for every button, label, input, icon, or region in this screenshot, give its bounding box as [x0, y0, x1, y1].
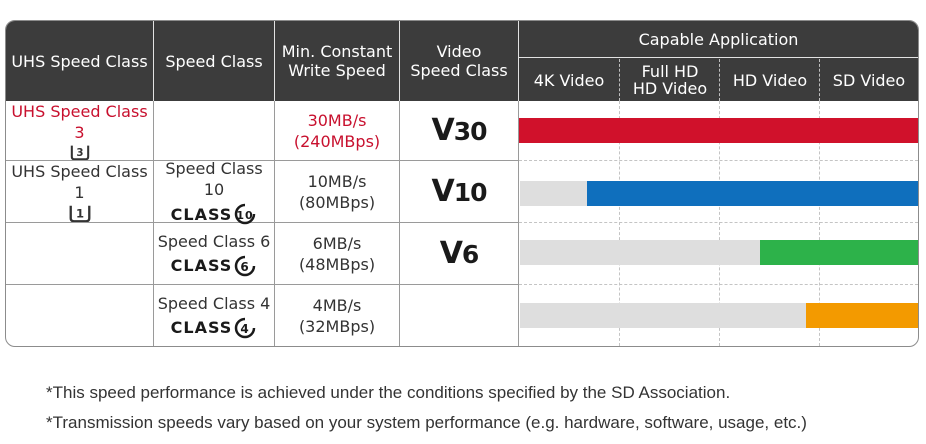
speed-class-cell: Speed Class 10 CLASS 10	[154, 159, 274, 225]
header-app-fullhd-line2: HD Video	[632, 79, 708, 98]
header-divider	[274, 21, 275, 101]
header-capable-application: Capable Application	[638, 29, 799, 49]
class-6-logo: CLASS 6	[171, 255, 258, 277]
footnote-transmission: *Transmission speeds vary based on your …	[46, 413, 807, 432]
footnote-conditions: *This speed performance is achieved unde…	[46, 383, 731, 402]
speed-class-cell: Speed Class 4 CLASS 4	[154, 285, 274, 346]
row-divider	[6, 222, 518, 223]
chart-grid-line	[619, 101, 620, 346]
chart-grid-line	[519, 284, 918, 285]
row-divider	[6, 284, 518, 285]
header-video-line2: Speed Class	[410, 61, 508, 80]
header-min-write-line1: Min. Constant	[281, 42, 393, 61]
column-divider	[274, 101, 275, 346]
speed-class-cell: Speed Class 6 CLASS 6	[154, 223, 274, 284]
header-dash-divider	[719, 59, 720, 101]
write-speed-cell: 4MB/s (32MBps)	[275, 285, 399, 346]
uhs-class-label: UHS Speed Class 1	[11, 162, 148, 202]
svg-text:4: 4	[241, 322, 250, 336]
application-bar-track	[520, 181, 590, 206]
speed-class-label: Speed Class 6	[157, 231, 271, 251]
video-class-v30-logo: V30	[431, 112, 487, 148]
header-video-speed-class: Video Speed Class	[400, 21, 518, 101]
write-speed-mbps: (80MBps)	[298, 192, 376, 212]
speed-class-label: Speed Class 4	[157, 293, 271, 313]
chart-grid-line	[519, 222, 918, 223]
write-speed-mbps: (32MBps)	[298, 316, 376, 336]
header-app-fullhd-line1: Full HD	[641, 62, 699, 81]
header-min-write-speed: Min. Constant Write Speed	[275, 21, 399, 101]
class-4-logo: CLASS 4	[171, 317, 258, 339]
svg-text:3: 3	[76, 148, 83, 159]
write-speed-mbs: 30MB/s	[307, 110, 367, 130]
application-bar-row4	[806, 303, 918, 328]
header-dash-divider	[819, 59, 820, 101]
header-app-sd: SD Video	[832, 70, 906, 90]
application-bar-track	[520, 240, 760, 265]
application-bar-row1	[519, 118, 918, 143]
header-uhs-speed-class: UHS Speed Class	[11, 51, 148, 71]
svg-text:6: 6	[241, 260, 250, 274]
uhs-1-icon: 1	[69, 205, 90, 222]
chart-grid-line	[519, 160, 918, 161]
application-bar-row3	[760, 240, 918, 265]
class-10-logo: CLASS 10	[170, 203, 256, 225]
header-app-fullhd: Full HD HD Video	[620, 59, 720, 101]
header-divider	[518, 21, 519, 101]
header-divider	[399, 21, 400, 101]
header-dash-divider	[619, 59, 620, 101]
column-divider	[518, 101, 519, 346]
speed-class-table: UHS Speed Class Speed Class Min. Constan…	[5, 20, 919, 347]
write-speed-cell: 6MB/s (48MBps)	[275, 223, 399, 284]
header-divider	[153, 21, 154, 101]
write-speed-cell: 30MB/s (240MBps)	[275, 101, 399, 160]
header-min-write-line2: Write Speed	[288, 61, 386, 80]
chart-grid-line	[719, 101, 720, 346]
header-app-4k: 4K Video	[533, 70, 605, 90]
chart-grid-line	[819, 101, 820, 346]
header-divider	[519, 57, 918, 58]
table-header	[6, 21, 918, 101]
table-row-uhs1: UHS Speed Class 1 1	[6, 161, 153, 222]
video-class-v6-logo: V6	[439, 235, 480, 271]
application-bar-track	[520, 303, 806, 328]
write-speed-mbps: (48MBps)	[298, 254, 376, 274]
uhs-3-icon: 3	[70, 145, 89, 160]
write-speed-mbs: 6MB/s	[312, 233, 362, 253]
row-divider	[6, 160, 518, 161]
header-app-hd: HD Video	[732, 70, 808, 90]
speed-class-label: Speed Class 10	[165, 159, 263, 199]
video-class-v10-logo: V10	[431, 173, 487, 209]
header-video-line1: Video	[436, 42, 482, 61]
svg-text:10: 10	[237, 209, 254, 222]
write-speed-mbps: (240MBps)	[293, 131, 381, 151]
table-row-uhs3: UHS Speed Class 3 3	[6, 101, 153, 160]
svg-text:1: 1	[75, 206, 83, 220]
write-speed-mbs: 4MB/s	[312, 295, 362, 315]
header-speed-class: Speed Class	[165, 51, 263, 71]
write-speed-mbs: 10MB/s	[307, 171, 367, 191]
column-divider	[399, 101, 400, 346]
write-speed-cell: 10MB/s (80MBps)	[275, 161, 399, 222]
application-bar-row2	[587, 181, 918, 206]
uhs-class-label: UHS Speed Class 3	[11, 102, 148, 142]
column-divider	[153, 101, 154, 346]
